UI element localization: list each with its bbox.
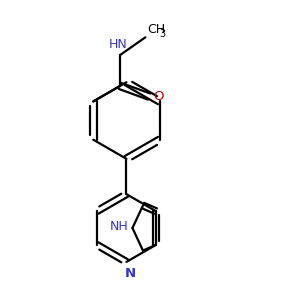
Text: N: N	[124, 267, 136, 280]
Text: O: O	[153, 90, 164, 103]
Text: CH: CH	[147, 23, 165, 36]
Text: HN: HN	[109, 38, 128, 51]
Text: 3: 3	[159, 29, 165, 39]
Text: NH: NH	[109, 220, 128, 233]
